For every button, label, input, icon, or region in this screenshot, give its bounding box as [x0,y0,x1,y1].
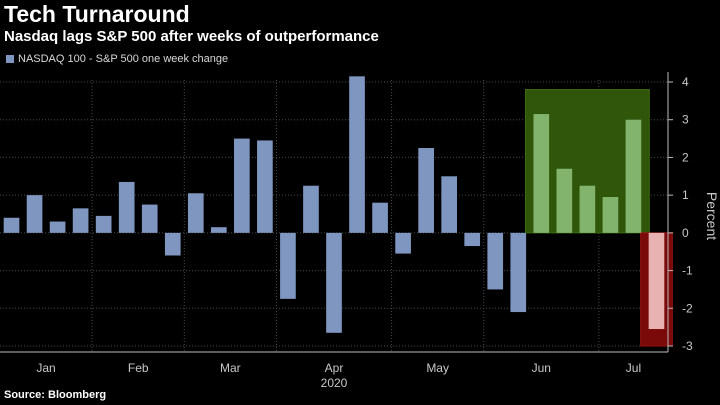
bar [395,232,411,254]
bar [303,185,319,233]
bar [118,181,135,233]
bar [257,140,273,233]
x-tick-label: Jan [36,361,55,375]
axis-layer: 4 3 2 1 0 -1 -2 -3 Jan Feb Mar Apr May Jun Jul [0,72,693,375]
x-tick-label: Apr [325,361,344,375]
bar [648,232,665,330]
y-tick-label: 0 [682,226,689,240]
bar [326,232,342,333]
x-tick-label: Jul [626,361,641,375]
y-tick-label: -1 [682,264,693,278]
bar [533,114,550,233]
bar [487,232,504,290]
bar [579,185,596,233]
bar [95,215,112,233]
y-tick-label: 2 [682,150,689,164]
bar [464,232,481,247]
bar [349,76,365,233]
x-tick-label: Feb [128,361,149,375]
bar [141,204,158,233]
source-note: Source: Bloomberg [4,389,107,401]
bar [625,119,642,233]
legend: NASDAQ 100 - S&P 500 one week change [6,53,228,65]
bar [418,148,434,233]
bar [510,232,527,313]
chart-title: Tech Turnaround [4,1,190,27]
bar [187,193,204,233]
y-tick-label: -2 [682,301,693,315]
y-tick-label: -3 [682,339,693,353]
y-tick-label: 1 [682,188,689,202]
legend-label: NASDAQ 100 - S&P 500 one week change [18,53,229,65]
bar [556,168,573,233]
bar [441,176,458,233]
x-tick-label: May [426,361,449,375]
bar [26,195,43,233]
x-tick-label: Jun [532,361,551,375]
bar [164,232,181,256]
y-tick-label: 4 [682,75,689,89]
chart-subtitle: Nasdaq lags S&P 500 after weeks of outpe… [4,28,379,45]
y-axis-label: Percent [704,192,720,240]
bar [3,217,20,233]
bar [372,202,388,233]
bar [602,197,619,233]
bar [49,221,66,233]
bar [234,138,250,233]
legend-swatch [6,55,14,63]
x-tick-label: Mar [220,361,241,375]
bar [210,227,227,233]
bar-layer [3,76,665,333]
y-tick-label: 3 [682,113,689,127]
year-label: 2020 [321,376,348,390]
bar [280,232,296,299]
bar [72,208,89,233]
